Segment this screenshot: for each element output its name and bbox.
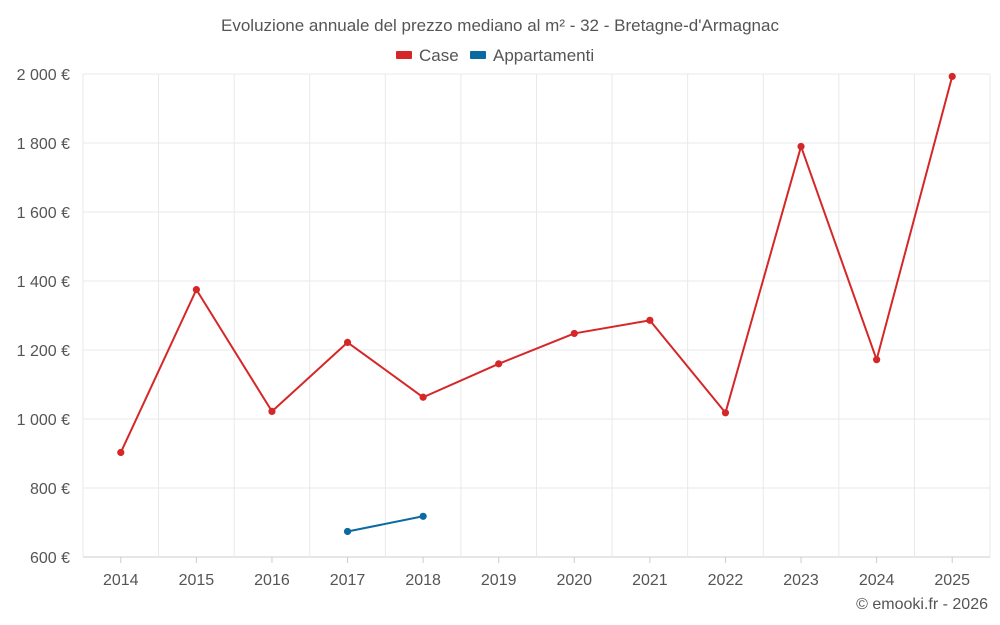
x-tick-label: 2018 (405, 572, 441, 589)
y-tick-label: 1 400 € (17, 274, 70, 291)
chart-title: Evoluzione annuale del prezzo mediano al… (221, 16, 779, 35)
legend-swatch-appartamenti (470, 51, 486, 59)
y-tick-label: 600 € (30, 550, 70, 567)
credit-text: © emooki.fr - 2026 (856, 596, 988, 613)
y-tick-label: 1 200 € (17, 343, 70, 360)
x-tick-label: 2014 (103, 572, 139, 589)
data-point-case[interactable] (948, 72, 956, 81)
x-tick-label: 2017 (330, 572, 366, 589)
x-tick-label: 2020 (556, 572, 592, 589)
data-point-appartamenti[interactable] (343, 527, 352, 536)
x-axis-ticks: 2014 2015 2016 2017 2018 2019 2020 2021 2022 2023… (103, 557, 970, 589)
data-point-case[interactable] (343, 338, 352, 347)
series-line-appartamenti (347, 515, 424, 533)
data-point-case[interactable] (721, 409, 730, 417)
data-point-case[interactable] (117, 448, 125, 457)
y-tick-label: 1 000 € (17, 412, 70, 429)
y-tick-label: 1 800 € (17, 136, 70, 153)
data-point-case[interactable] (873, 356, 881, 364)
y-tick-label: 800 € (30, 481, 70, 498)
x-tick-label: 2019 (481, 572, 517, 589)
series-group (117, 72, 956, 536)
legend: Case Appartamenti (396, 46, 594, 65)
data-point-case[interactable] (268, 407, 276, 416)
data-point-case[interactable] (419, 393, 427, 401)
y-tick-label: 2 000 € (17, 67, 70, 84)
legend-item-case[interactable]: Case (396, 46, 459, 65)
x-tick-label: 2021 (632, 572, 668, 589)
data-point-case[interactable] (192, 286, 200, 294)
data-point-case[interactable] (646, 316, 654, 324)
data-point-appartamenti[interactable] (419, 512, 427, 520)
data-point-case[interactable] (495, 360, 503, 368)
x-tick-label: 2022 (708, 572, 744, 589)
y-tick-label: 1 600 € (17, 205, 70, 222)
grid (82, 73, 991, 558)
legend-swatch-case (396, 51, 412, 59)
x-tick-label: 2025 (934, 572, 970, 589)
legend-item-appartamenti[interactable]: Appartamenti (470, 46, 594, 65)
x-tick-label: 2023 (783, 572, 819, 589)
data-point-case[interactable] (570, 329, 578, 338)
x-tick-label: 2015 (179, 572, 215, 589)
data-point-case[interactable] (797, 142, 805, 151)
series-line-case (119, 76, 954, 453)
legend-label-case: Case (419, 46, 459, 65)
x-tick-label: 2016 (254, 572, 290, 589)
legend-label-appartamenti: Appartamenti (493, 46, 594, 65)
y-axis-ticks: 600 € 800 € 1 000 € 1 200 € 1 400 € 1 600 € 1 … (17, 67, 70, 567)
x-tick-label: 2024 (859, 572, 895, 589)
